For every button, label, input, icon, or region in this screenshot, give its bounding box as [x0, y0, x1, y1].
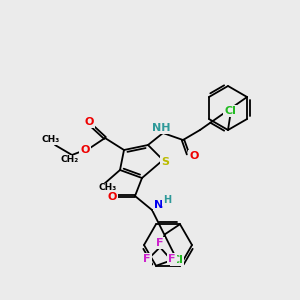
- Text: O: O: [84, 117, 94, 127]
- Text: F: F: [168, 254, 176, 264]
- Text: Cl: Cl: [224, 106, 236, 116]
- Text: CH₃: CH₃: [99, 184, 117, 193]
- Text: O: O: [80, 145, 90, 155]
- Text: S: S: [161, 157, 169, 167]
- Text: H: H: [163, 195, 171, 205]
- Text: CH₂: CH₂: [61, 155, 79, 164]
- Text: O: O: [189, 151, 199, 161]
- Text: O: O: [107, 192, 117, 202]
- Text: F: F: [156, 238, 164, 248]
- Text: CH₃: CH₃: [42, 136, 60, 145]
- Text: F: F: [143, 254, 151, 264]
- Text: Cl: Cl: [171, 255, 183, 265]
- Text: N: N: [154, 200, 164, 210]
- Text: NH: NH: [152, 123, 170, 133]
